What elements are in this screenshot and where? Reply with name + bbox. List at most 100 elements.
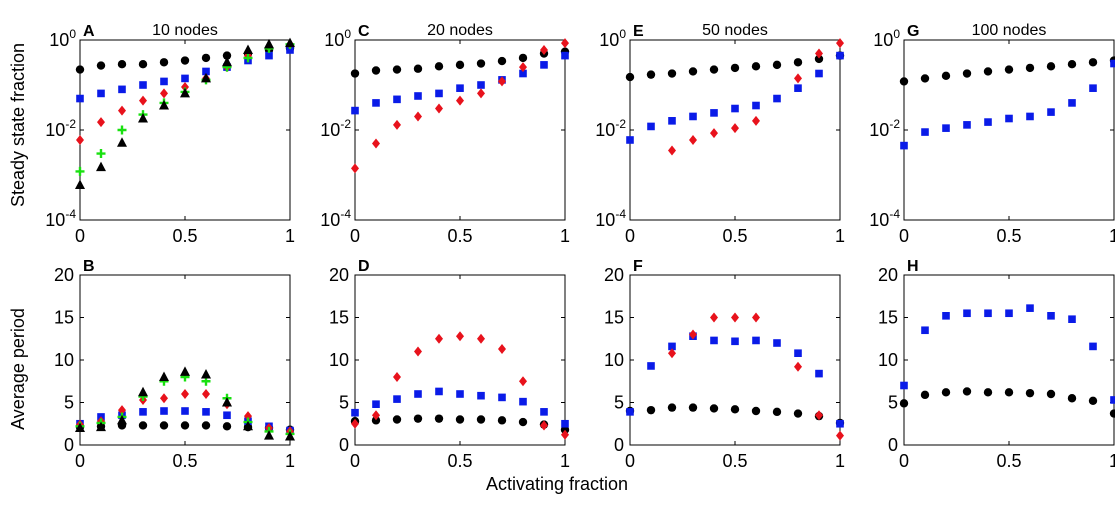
data-point	[159, 421, 169, 430]
data-point	[518, 53, 528, 63]
data-point	[435, 103, 443, 114]
data-point	[1004, 388, 1014, 397]
data-point	[752, 115, 760, 126]
series-blue-square	[900, 59, 1115, 150]
data-point	[983, 67, 993, 76]
data-point	[222, 422, 232, 431]
data-point	[646, 70, 656, 79]
data-point	[900, 141, 908, 150]
data-point	[793, 409, 803, 418]
data-point	[794, 84, 802, 92]
y-tick-label: 10-2	[45, 117, 76, 140]
data-point	[1109, 409, 1115, 418]
data-point	[477, 333, 485, 344]
data-point	[752, 336, 760, 345]
data-point	[477, 88, 485, 99]
xlabel: Activating fraction	[486, 474, 628, 494]
data-point	[731, 104, 739, 113]
panel-E: 0 0.5 1 100 10-2 10-4 E 50 nodes	[595, 22, 845, 246]
y-tick-label: 10	[329, 350, 349, 370]
data-point	[435, 333, 443, 344]
data-point	[942, 312, 950, 320]
y-tick-label: 0	[614, 435, 624, 455]
x-tick-label: 0	[75, 226, 85, 246]
data-point	[626, 408, 634, 416]
data-point	[1110, 396, 1115, 404]
data-point	[983, 388, 993, 397]
y-tick-label: 100	[599, 27, 626, 50]
y-tick-label: 20	[604, 265, 624, 285]
data-point	[646, 405, 656, 415]
series-black-circle	[75, 44, 295, 74]
y-tick-label: 20	[878, 265, 898, 285]
data-point	[139, 408, 147, 416]
data-point	[942, 124, 950, 132]
data-point	[731, 312, 739, 323]
data-point	[393, 372, 401, 382]
data-point	[688, 67, 698, 76]
panel-title: 50 nodes	[702, 22, 768, 39]
ylabel-top: Steady state fraction	[8, 43, 28, 207]
y-tick-label: 10	[54, 350, 74, 370]
data-point	[393, 395, 401, 403]
y-tick-label: 20	[329, 265, 349, 285]
data-point	[76, 94, 84, 103]
y-tick-label: 0	[64, 435, 74, 455]
y-tick-label: 0	[888, 435, 898, 455]
x-tick-label: 0.5	[996, 451, 1021, 471]
x-tick-label: 1	[560, 451, 570, 471]
data-point	[243, 44, 253, 54]
data-point	[286, 46, 294, 54]
data-point	[159, 371, 169, 381]
data-point	[202, 389, 210, 399]
data-point	[243, 420, 253, 431]
data-point	[815, 410, 823, 421]
data-point	[455, 60, 465, 70]
data-point	[350, 69, 360, 78]
data-point	[561, 38, 569, 49]
data-point	[688, 403, 698, 412]
data-point	[689, 112, 697, 121]
data-point	[118, 105, 126, 116]
data-point	[393, 95, 401, 104]
data-point	[138, 113, 148, 123]
series-black-triangle	[75, 37, 295, 189]
data-point	[1088, 396, 1098, 405]
data-point	[181, 74, 189, 83]
data-point	[160, 88, 168, 99]
data-point	[1068, 315, 1076, 323]
data-point	[414, 111, 422, 122]
series-black-circle	[625, 51, 845, 82]
panel-label: H	[907, 258, 919, 275]
panel-label: E	[633, 23, 644, 40]
data-point	[498, 76, 506, 87]
x-tick-label: 0	[625, 226, 635, 246]
data-point	[202, 408, 210, 416]
y-tick-label: 10	[878, 350, 898, 370]
data-point	[456, 95, 464, 106]
panel-title: 10 nodes	[152, 22, 218, 39]
data-point	[265, 51, 273, 60]
x-tick-label: 0	[350, 226, 360, 246]
data-point	[477, 81, 485, 89]
x-tick-label: 0.5	[722, 451, 747, 471]
data-point	[181, 82, 189, 93]
data-point	[941, 388, 951, 397]
data-point	[118, 405, 126, 416]
data-point	[1067, 59, 1077, 69]
y-tick-label: 15	[604, 308, 624, 328]
x-tick-label: 1	[285, 226, 295, 246]
series-red-diamond	[351, 38, 569, 174]
data-point	[561, 51, 569, 60]
data-point	[1089, 84, 1097, 92]
data-point	[435, 387, 443, 396]
data-point	[540, 408, 548, 416]
data-point	[1005, 309, 1013, 318]
data-point	[285, 431, 295, 441]
data-point	[222, 51, 232, 60]
data-point	[180, 421, 190, 430]
series-blue-square	[626, 332, 844, 428]
panel-G: 0 0.5 1 100 10-2 10-4 G 100 nodes	[869, 22, 1115, 246]
data-point	[899, 399, 909, 408]
